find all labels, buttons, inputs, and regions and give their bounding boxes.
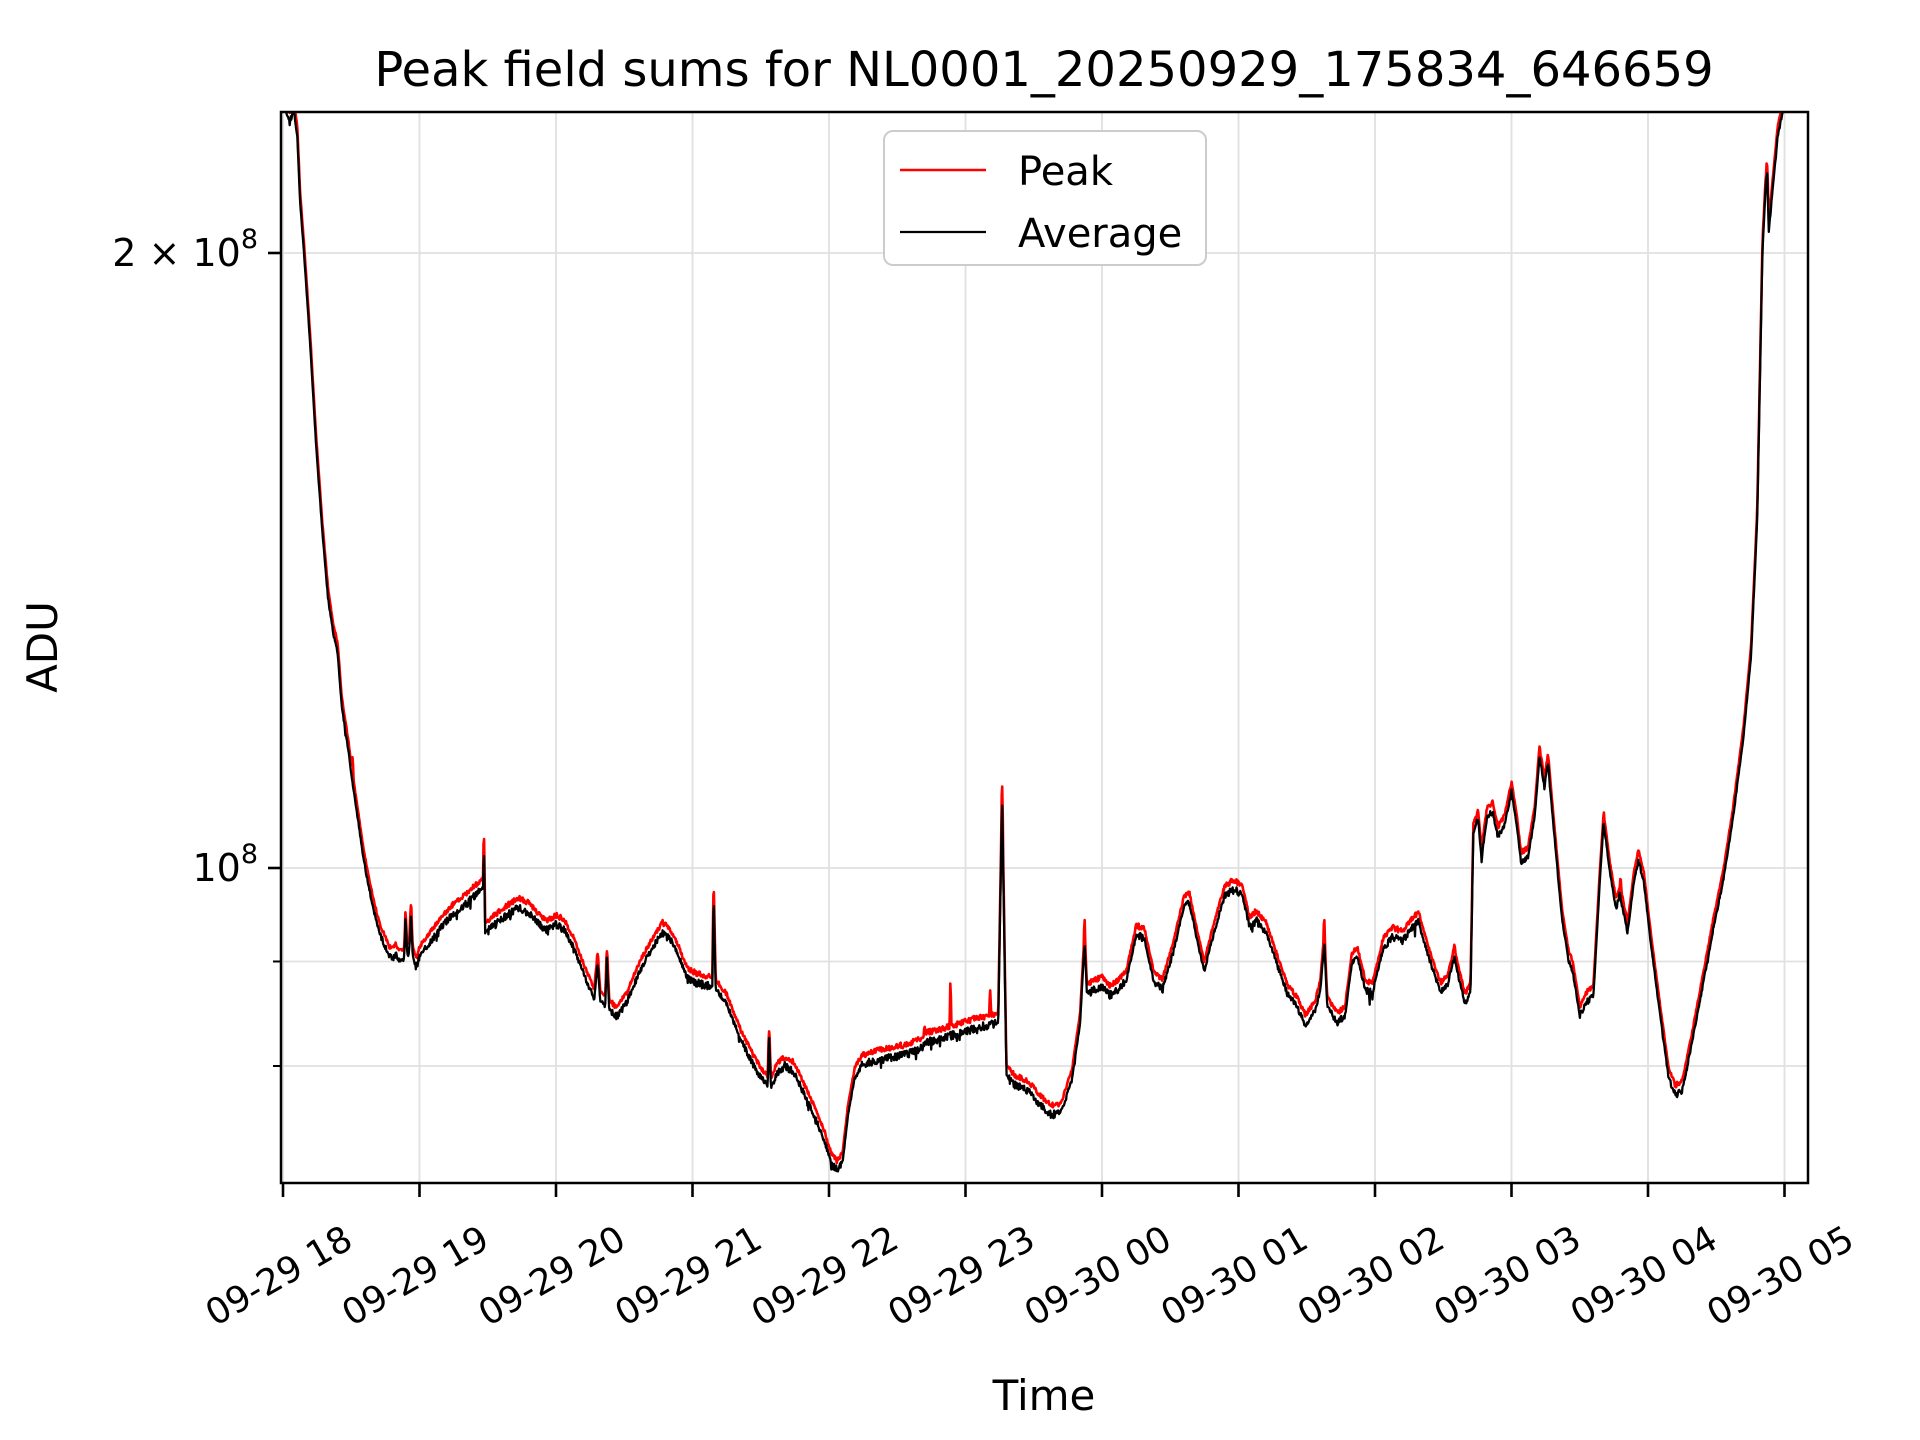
x-tick-label: 09-29 20 — [472, 1218, 633, 1334]
x-tick-label: 09-29 22 — [745, 1218, 906, 1334]
legend-peak-label: Peak — [1018, 149, 1114, 195]
x-tick-label: 09-30 00 — [1018, 1218, 1179, 1334]
y-tick-label: 2 × 108 — [112, 224, 258, 275]
x-axis-label: Time — [992, 1371, 1096, 1420]
x-tick-label: 09-29 21 — [608, 1218, 769, 1334]
x-tick-label: 09-30 05 — [1700, 1218, 1861, 1334]
legend-average-label: Average — [1018, 211, 1182, 257]
average-series-line — [284, 112, 1784, 1173]
x-tick-label: 09-29 23 — [881, 1218, 1042, 1334]
grid-lines — [281, 112, 1808, 1183]
x-tick-label: 09-30 01 — [1154, 1218, 1315, 1334]
x-tick-label: 09-30 03 — [1427, 1218, 1588, 1334]
x-tick-label: 09-29 19 — [335, 1218, 496, 1334]
x-tick-label: 09-30 04 — [1564, 1218, 1725, 1334]
x-tick-label: 09-29 18 — [199, 1218, 360, 1334]
plot-border — [279, 110, 1810, 1185]
legend: Peak Average — [883, 130, 1207, 266]
y-tick-label: 108 — [192, 839, 258, 890]
chart-title: Peak field sums for NL0001_20250929_1758… — [374, 42, 1713, 98]
x-tick-label: 09-30 02 — [1291, 1218, 1452, 1334]
y-axis-label: ADU — [18, 601, 67, 693]
axis-ticks — [268, 251, 1786, 1197]
